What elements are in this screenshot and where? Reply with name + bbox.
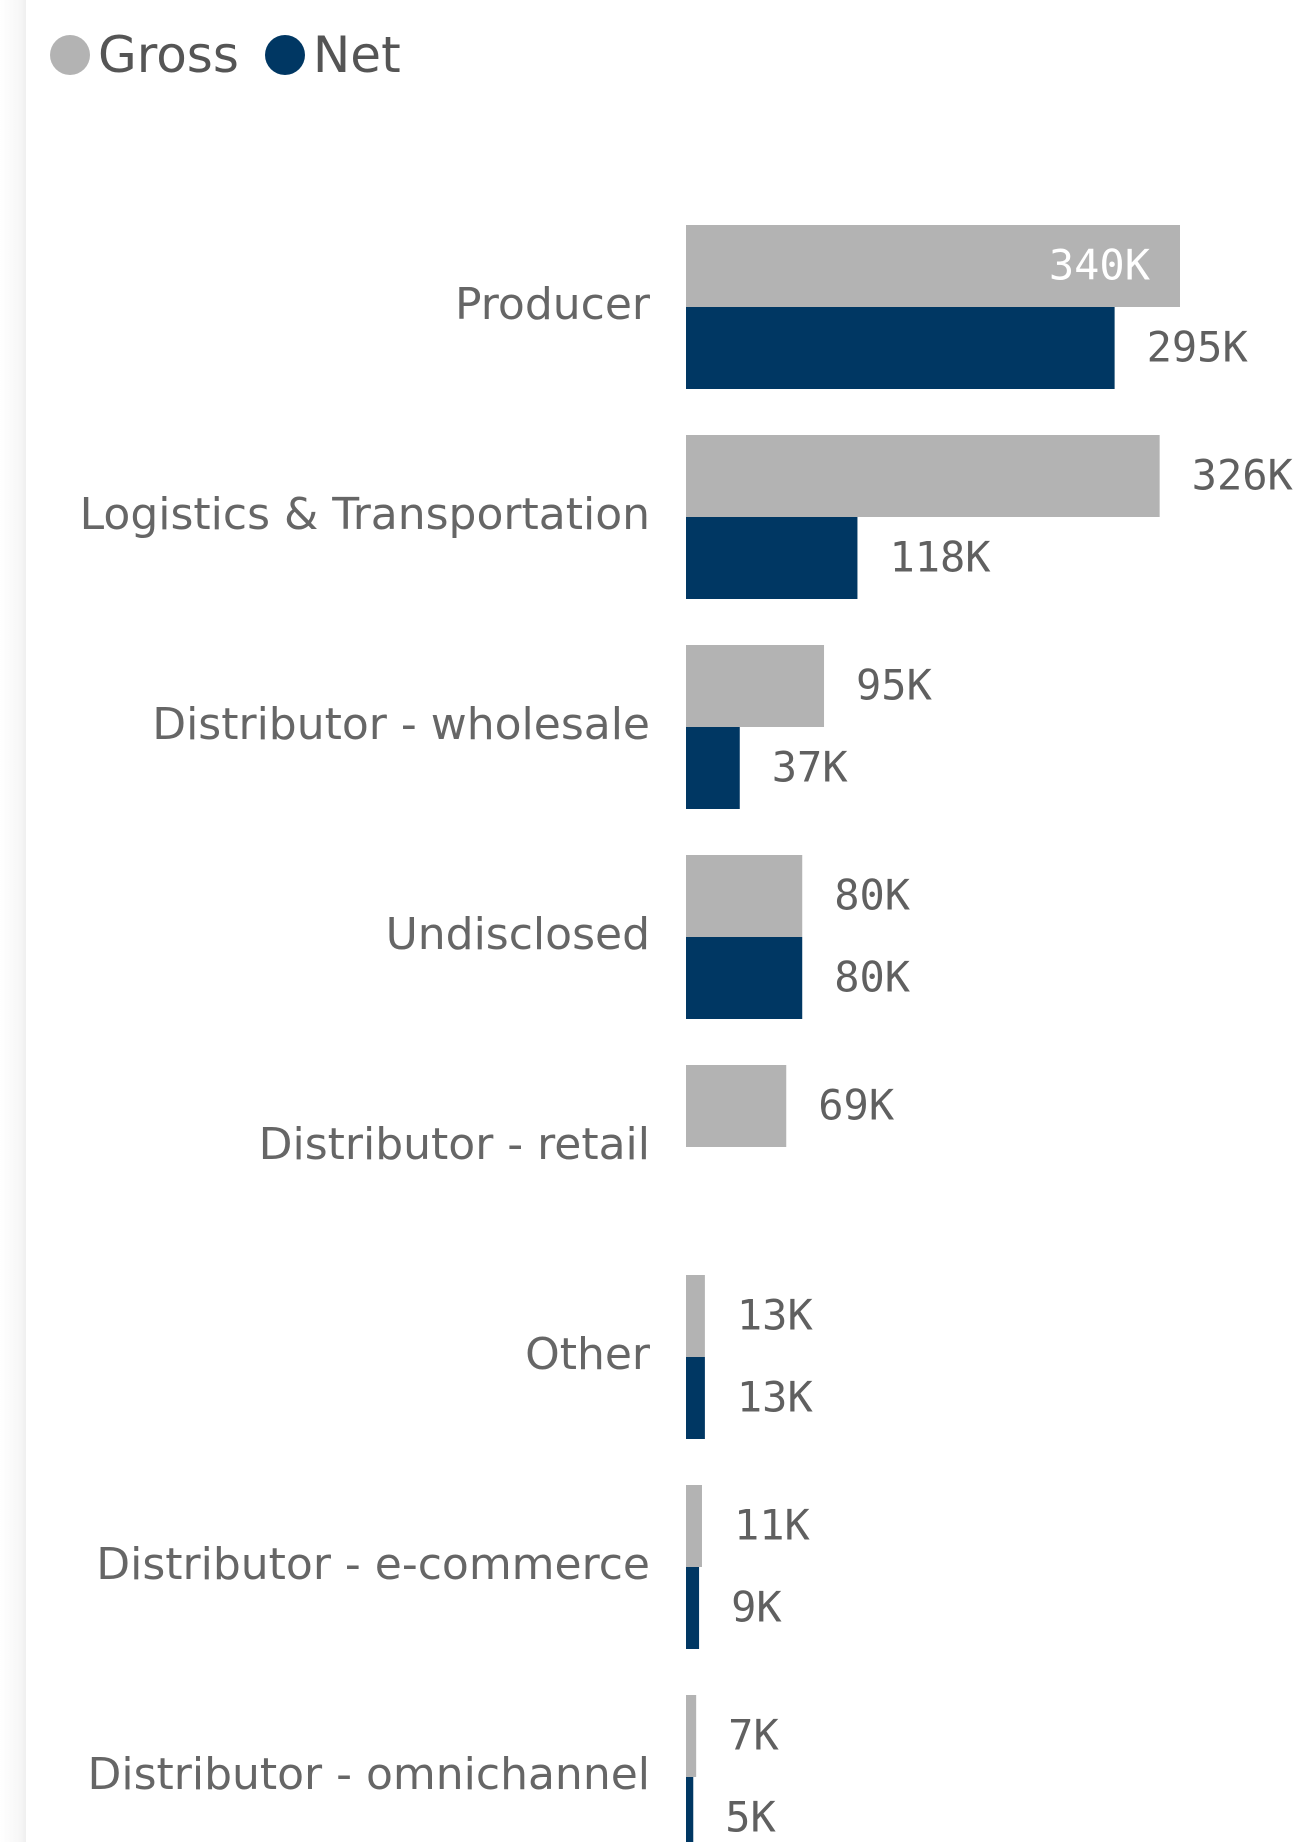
data-label-gross-other: 13K (737, 1291, 814, 1340)
category-label-distributor-e-commerce: Distributor - e-commerce (96, 1539, 650, 1590)
bar-net-undisclosed[interactable] (686, 937, 803, 1019)
category-label-undisclosed: Undisclosed (386, 909, 650, 960)
data-label-net-other: 13K (737, 1373, 814, 1422)
data-label-gross-undisclosed: 80K (834, 871, 911, 920)
data-label-net-producer: 295K (1147, 323, 1249, 372)
data-label-gross-producer: 340K (1049, 241, 1151, 290)
legend-label-net: Net (312, 26, 401, 84)
data-label-net-distributor-e-commerce: 9K (731, 1583, 782, 1632)
bar-gross-undisclosed[interactable] (686, 855, 803, 937)
legend-item-gross[interactable]: Gross (50, 26, 239, 84)
bar-gross-distributor-e-commerce[interactable] (686, 1485, 702, 1567)
data-label-net-undisclosed: 80K (834, 953, 911, 1002)
bar-net-other[interactable] (686, 1357, 705, 1439)
bar-gross-logistics-and-transportation[interactable] (686, 435, 1160, 517)
legend-dot-gross-icon (50, 35, 90, 75)
bar-gross-distributor-wholesale[interactable] (686, 645, 825, 727)
bar-gross-other[interactable] (686, 1275, 705, 1357)
data-label-gross-distributor-e-commerce: 11K (734, 1501, 811, 1550)
category-label-distributor-wholesale: Distributor - wholesale (152, 699, 650, 750)
legend-label-gross: Gross (98, 26, 239, 84)
data-label-gross-distributor-retail: 69K (818, 1081, 895, 1130)
data-label-net-distributor-omnichannel: 5K (725, 1793, 776, 1842)
bar-net-producer[interactable] (686, 307, 1115, 389)
bar-net-logistics-and-transportation[interactable] (686, 517, 858, 599)
bar-net-distributor-e-commerce[interactable] (686, 1567, 700, 1649)
legend-item-net[interactable]: Net (264, 26, 401, 84)
data-label-gross-distributor-wholesale: 95K (856, 661, 933, 710)
data-label-net-logistics-and-transportation: 118K (889, 533, 991, 582)
legend: Gross Net (50, 22, 427, 88)
category-label-other: Other (525, 1329, 651, 1380)
category-label-distributor-omnichannel: Distributor - omnichannel (87, 1749, 650, 1800)
bar-gross-producer[interactable] (686, 225, 1180, 307)
legend-dot-net-icon (264, 35, 305, 75)
category-label-logistics-and-transportation: Logistics & Transportation (80, 489, 650, 540)
bar-gross-distributor-omnichannel[interactable] (686, 1695, 697, 1777)
category-label-distributor-retail: Distributor - retail (259, 1119, 650, 1170)
category-label-producer: Producer (455, 279, 651, 330)
bar-gross-distributor-retail[interactable] (686, 1065, 787, 1147)
data-label-gross-distributor-omnichannel: 7K (728, 1711, 779, 1760)
data-label-net-distributor-wholesale: 37K (772, 743, 849, 792)
bar-net-distributor-wholesale[interactable] (686, 727, 740, 809)
data-label-gross-logistics-and-transportation: 326K (1192, 451, 1294, 500)
bar-net-distributor-omnichannel[interactable] (686, 1777, 694, 1842)
panel-edge (0, 0, 26, 1842)
